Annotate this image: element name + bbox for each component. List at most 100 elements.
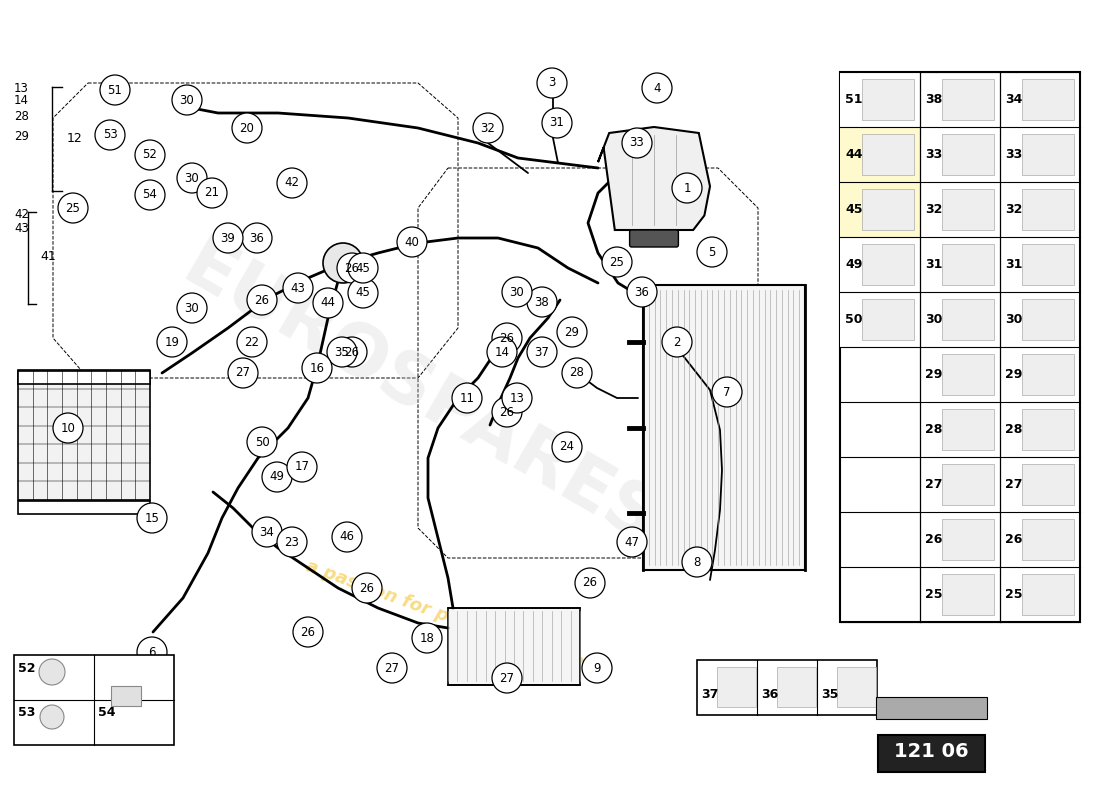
Circle shape xyxy=(552,432,582,462)
Text: 38: 38 xyxy=(925,93,943,106)
Circle shape xyxy=(527,287,557,317)
Circle shape xyxy=(157,327,187,357)
Text: 3: 3 xyxy=(548,77,556,90)
Text: 29: 29 xyxy=(925,368,943,381)
Circle shape xyxy=(642,73,672,103)
Circle shape xyxy=(177,293,207,323)
Text: 31: 31 xyxy=(925,258,943,271)
Text: 25: 25 xyxy=(66,202,80,214)
FancyBboxPatch shape xyxy=(18,501,150,514)
Circle shape xyxy=(542,108,572,138)
Circle shape xyxy=(232,113,262,143)
Text: 25: 25 xyxy=(609,255,625,269)
FancyBboxPatch shape xyxy=(942,243,994,286)
Text: 49: 49 xyxy=(270,470,285,483)
Circle shape xyxy=(492,323,522,353)
Circle shape xyxy=(672,173,702,203)
Text: 54: 54 xyxy=(143,189,157,202)
Text: 36: 36 xyxy=(761,689,779,702)
Polygon shape xyxy=(598,127,710,230)
Text: 26: 26 xyxy=(344,346,360,358)
FancyBboxPatch shape xyxy=(1022,574,1074,615)
Circle shape xyxy=(314,288,343,318)
Circle shape xyxy=(412,623,442,653)
Circle shape xyxy=(293,617,323,647)
Text: 16: 16 xyxy=(309,362,324,374)
FancyBboxPatch shape xyxy=(840,72,1080,622)
Circle shape xyxy=(53,413,82,443)
Text: 17: 17 xyxy=(295,461,309,474)
Text: 20: 20 xyxy=(240,122,254,134)
Text: 27: 27 xyxy=(499,671,515,685)
Circle shape xyxy=(627,277,657,307)
Text: 51: 51 xyxy=(845,93,862,106)
Text: 29: 29 xyxy=(564,326,580,338)
Circle shape xyxy=(323,243,363,283)
Circle shape xyxy=(262,462,292,492)
Circle shape xyxy=(138,637,167,667)
Text: 44: 44 xyxy=(845,148,862,161)
Text: 54: 54 xyxy=(98,706,116,719)
Text: 30: 30 xyxy=(925,313,943,326)
Circle shape xyxy=(302,353,332,383)
Circle shape xyxy=(502,277,532,307)
FancyBboxPatch shape xyxy=(1022,409,1074,450)
Text: 8: 8 xyxy=(693,555,701,569)
Text: 50: 50 xyxy=(845,313,862,326)
Circle shape xyxy=(135,180,165,210)
Circle shape xyxy=(100,75,130,105)
Circle shape xyxy=(236,327,267,357)
Text: 32: 32 xyxy=(481,122,495,134)
Text: 52: 52 xyxy=(143,149,157,162)
Text: 45: 45 xyxy=(355,286,371,299)
Text: 12: 12 xyxy=(67,131,82,145)
Text: 11: 11 xyxy=(460,391,474,405)
Text: 26: 26 xyxy=(254,294,270,306)
Circle shape xyxy=(473,113,503,143)
Text: 15: 15 xyxy=(144,511,159,525)
Text: 32: 32 xyxy=(925,203,943,216)
Text: 52: 52 xyxy=(18,662,35,674)
Text: 35: 35 xyxy=(821,689,838,702)
Circle shape xyxy=(582,653,612,683)
Text: 27: 27 xyxy=(925,478,943,491)
Text: 42: 42 xyxy=(285,177,299,190)
Text: 6: 6 xyxy=(148,646,156,658)
Text: 40: 40 xyxy=(405,235,419,249)
Text: 36: 36 xyxy=(250,231,264,245)
FancyBboxPatch shape xyxy=(878,735,984,772)
Circle shape xyxy=(557,317,587,347)
FancyBboxPatch shape xyxy=(18,370,150,500)
Text: 26: 26 xyxy=(344,262,360,274)
Text: 26: 26 xyxy=(499,331,515,345)
Text: 37: 37 xyxy=(535,346,549,358)
Text: 32: 32 xyxy=(1005,203,1022,216)
Text: 33: 33 xyxy=(925,148,943,161)
Text: 10: 10 xyxy=(60,422,76,434)
FancyBboxPatch shape xyxy=(942,409,994,450)
FancyBboxPatch shape xyxy=(1022,463,1074,506)
Circle shape xyxy=(575,568,605,598)
Circle shape xyxy=(172,85,202,115)
Text: 19: 19 xyxy=(165,335,179,349)
Circle shape xyxy=(662,327,692,357)
Text: 9: 9 xyxy=(593,662,601,674)
Text: 34: 34 xyxy=(1005,93,1022,106)
Text: 30: 30 xyxy=(509,286,525,298)
FancyBboxPatch shape xyxy=(840,292,920,347)
Circle shape xyxy=(228,358,258,388)
Text: 53: 53 xyxy=(18,706,35,719)
Circle shape xyxy=(502,383,532,413)
Text: 26: 26 xyxy=(925,533,943,546)
Text: 35: 35 xyxy=(334,346,350,358)
Text: 13: 13 xyxy=(14,82,29,94)
FancyBboxPatch shape xyxy=(942,298,994,341)
Text: 30: 30 xyxy=(179,94,195,106)
Text: 27: 27 xyxy=(1005,478,1023,491)
Text: 26: 26 xyxy=(1005,533,1022,546)
Text: 21: 21 xyxy=(205,186,220,199)
Circle shape xyxy=(242,223,272,253)
Circle shape xyxy=(697,237,727,267)
Text: 43: 43 xyxy=(290,282,306,294)
Circle shape xyxy=(452,383,482,413)
